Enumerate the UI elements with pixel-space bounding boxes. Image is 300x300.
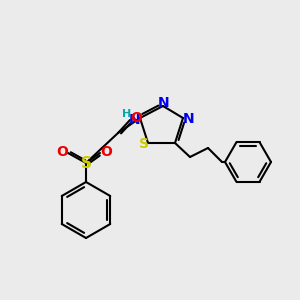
Text: S: S [139, 137, 149, 151]
Text: O: O [100, 145, 112, 159]
Text: H: H [122, 109, 132, 119]
Text: S: S [80, 155, 92, 170]
Text: N: N [129, 113, 141, 127]
Text: O: O [130, 111, 142, 125]
Text: N: N [158, 96, 170, 110]
Text: O: O [56, 145, 68, 159]
Text: N: N [183, 112, 195, 126]
